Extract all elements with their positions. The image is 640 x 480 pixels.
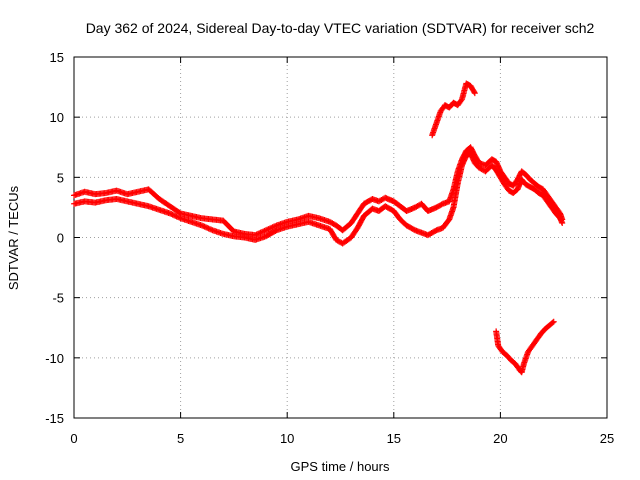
data-point xyxy=(268,224,275,231)
data-point xyxy=(206,226,213,233)
x-tick-label: 5 xyxy=(177,431,184,446)
x-tick-labels: 0 5 10 15 20 25 xyxy=(70,431,614,446)
chart-title: Day 362 of 2024, Sidereal Day-to-day VTE… xyxy=(86,20,595,36)
x-tick-label: 0 xyxy=(70,431,77,446)
data-point xyxy=(260,228,267,235)
data-marks xyxy=(71,80,566,376)
data-point xyxy=(258,229,265,236)
axis-ticks xyxy=(73,56,608,419)
series-lower-island xyxy=(493,318,557,376)
data-point xyxy=(269,224,276,231)
data-point xyxy=(172,212,179,219)
data-point xyxy=(174,214,181,221)
y-tick-label: 10 xyxy=(50,110,64,125)
x-tick-label: 25 xyxy=(600,431,614,446)
plot-frame xyxy=(73,56,608,419)
data-point xyxy=(254,230,261,237)
y-tick-label: 15 xyxy=(50,50,64,65)
data-point xyxy=(166,210,173,217)
data-point xyxy=(559,220,566,227)
data-point xyxy=(265,226,272,233)
data-point xyxy=(208,226,215,233)
y-tick-label: -5 xyxy=(52,291,64,306)
data-point xyxy=(200,223,207,230)
data-point xyxy=(266,225,273,232)
data-point xyxy=(471,88,478,95)
data-point xyxy=(471,90,478,97)
y-tick-labels: -15 -10 -5 0 5 10 15 xyxy=(45,50,64,426)
y-tick-label: -10 xyxy=(45,351,64,366)
data-point xyxy=(205,225,212,232)
y-axis-label: SDTVAR / TECUs xyxy=(6,185,21,290)
data-point xyxy=(198,222,205,229)
x-tick-label: 15 xyxy=(387,431,401,446)
series-upper-island xyxy=(429,80,478,139)
data-point xyxy=(264,226,271,233)
y-tick-label: -15 xyxy=(45,411,64,426)
data-point xyxy=(261,227,268,234)
data-point xyxy=(204,224,211,231)
x-tick-label: 10 xyxy=(280,431,294,446)
x-tick-label: 20 xyxy=(493,431,507,446)
x-axis-label: GPS time / hours xyxy=(291,459,390,474)
data-point xyxy=(202,224,209,231)
series-main-lower xyxy=(71,150,566,247)
y-tick-label: 0 xyxy=(57,231,64,246)
y-tick-label: 5 xyxy=(57,170,64,185)
series-main-upper xyxy=(71,144,566,239)
data-point xyxy=(201,223,208,230)
data-point xyxy=(173,213,180,220)
data-point xyxy=(458,97,465,104)
data-point xyxy=(549,319,556,326)
data-point xyxy=(169,211,176,218)
grid-lines xyxy=(74,57,607,418)
data-point xyxy=(257,229,264,236)
data-point xyxy=(168,211,175,218)
data-point xyxy=(550,318,557,325)
data-point xyxy=(262,227,269,234)
data-point xyxy=(256,230,263,237)
data-point xyxy=(176,214,183,221)
data-point xyxy=(170,212,177,219)
